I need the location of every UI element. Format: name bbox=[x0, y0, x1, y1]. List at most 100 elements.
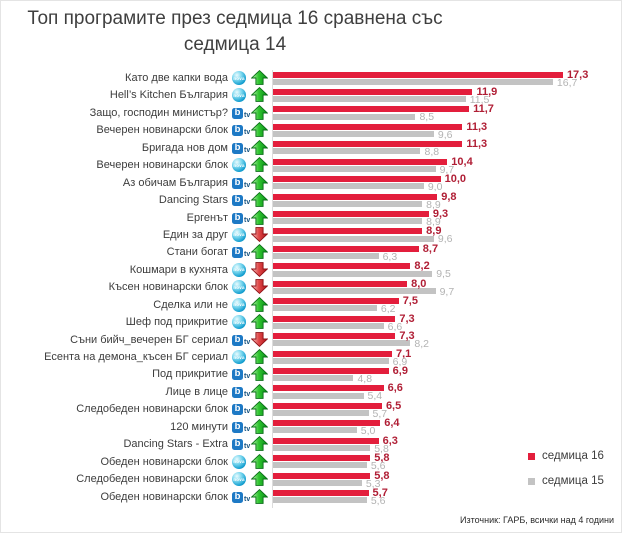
bar-week15 bbox=[273, 410, 369, 417]
source-note: Източник: ГАРБ, всички над 4 години bbox=[460, 515, 614, 525]
program-label: 120 минути bbox=[170, 420, 228, 433]
bar-week16 bbox=[273, 228, 423, 235]
trend-up-icon bbox=[251, 383, 268, 399]
program-label: Като две капки вода bbox=[125, 72, 228, 84]
legend-item-week15: седмица 15 bbox=[528, 473, 604, 489]
chart-row: Hell’s Kitchen България nova 11,9 11,5 bbox=[1, 86, 621, 106]
value-week16: 10,0 bbox=[444, 173, 467, 186]
bar-week15 bbox=[273, 183, 424, 190]
value-week16: 11,3 bbox=[466, 120, 488, 133]
btv-logo-tv: tv bbox=[244, 111, 251, 119]
bar-week15 bbox=[273, 96, 466, 103]
axis-baseline bbox=[272, 70, 273, 508]
program-label: Кошмари в кухнята bbox=[129, 263, 228, 276]
bar-week16 bbox=[273, 402, 382, 409]
value-week16: 7,5 bbox=[402, 295, 418, 308]
btv-logo-b: b bbox=[232, 438, 243, 451]
btv-logo-tv: tv bbox=[244, 373, 251, 381]
program-label: Сделка или не bbox=[153, 298, 228, 311]
btv-logo-b: b bbox=[232, 125, 243, 137]
value-week15: 6,9 bbox=[392, 355, 408, 368]
bar-week16 bbox=[273, 263, 411, 270]
value-week16: 10,4 bbox=[451, 155, 473, 168]
nova-logo-text: nova bbox=[233, 319, 245, 325]
value-week16: 11,3 bbox=[466, 138, 488, 151]
legend-swatch-week16 bbox=[528, 452, 535, 460]
bar-week16 bbox=[273, 367, 389, 374]
value-week16: 8,7 bbox=[422, 242, 439, 255]
value-week16: 6,5 bbox=[385, 399, 402, 412]
bar-week16 bbox=[273, 141, 463, 148]
btv-logo-tv: tv bbox=[244, 181, 251, 189]
chart-row: Вечерен новинарски блок b tv 11,3 9,6 bbox=[1, 120, 621, 141]
bar-week16 bbox=[273, 71, 563, 78]
program-label: Вечерен новинарски блок bbox=[96, 124, 228, 137]
bar-week16 bbox=[273, 88, 473, 95]
chart-row: Вечерен новинарски блок nova 10,4 9,7 bbox=[1, 155, 621, 176]
chart-title: Топ програмите през седмица 16 сравнена … bbox=[27, 8, 443, 55]
bar-week15 bbox=[273, 113, 416, 120]
bar-week16 bbox=[273, 280, 408, 287]
channel-icon-btv: b tv bbox=[232, 193, 250, 207]
program-label: Лице в лице bbox=[165, 385, 228, 398]
bar-week16 bbox=[273, 193, 438, 200]
trend-up-icon bbox=[251, 70, 268, 85]
plot-area: Като две капки вода nova 17,3 16,7 Hell’s Ki… bbox=[1, 68, 621, 508]
value-week16: 6,4 bbox=[384, 417, 400, 430]
value-week16: 6,6 bbox=[387, 382, 403, 395]
value-week15: 6,6 bbox=[387, 320, 403, 333]
channel-icon-nova: nova bbox=[232, 350, 246, 365]
program-label: Вечерен новинарски блок bbox=[96, 159, 228, 172]
trend-up-icon bbox=[251, 139, 268, 155]
channel-icon-btv: b tv bbox=[232, 141, 250, 154]
trend-up-icon bbox=[251, 174, 268, 190]
chart-row: Като две капки вода nova 17,3 16,7 bbox=[1, 68, 621, 89]
bar-week16 bbox=[273, 106, 470, 113]
value-week16: 17,3 bbox=[566, 68, 589, 81]
trend-up-icon bbox=[251, 349, 268, 364]
nova-logo-text: nova bbox=[233, 75, 245, 81]
legend-label-week16: седмица 16 bbox=[542, 450, 604, 462]
chart-row: Кошмари в кухнята nova 8,2 9,5 bbox=[1, 260, 621, 281]
program-label: Под прикритие bbox=[152, 368, 228, 381]
chart-row: Ергенът b tv 9,3 8,9 bbox=[1, 208, 621, 228]
value-week15: 5,4 bbox=[367, 390, 383, 403]
btv-logo-tv: tv bbox=[244, 390, 251, 398]
program-label: Късен новинарски блок bbox=[108, 281, 228, 294]
btv-logo-tv: tv bbox=[244, 408, 251, 416]
program-label: Есента на демона_късен БГ сериал bbox=[44, 351, 228, 364]
chart-row: Стани богат b tv 8,7 6,3 bbox=[1, 242, 621, 263]
btv-logo-tv: tv bbox=[244, 251, 251, 259]
trend-down-icon bbox=[251, 227, 268, 242]
channel-icon-nova: nova bbox=[232, 280, 246, 295]
value-week16: 9,8 bbox=[441, 190, 457, 203]
value-week16: 8,2 bbox=[414, 260, 430, 273]
channel-icon-nova: nova bbox=[232, 262, 246, 277]
value-week16: 8,9 bbox=[426, 225, 442, 238]
bar-week16 bbox=[273, 176, 441, 183]
trend-up-icon bbox=[251, 436, 268, 452]
value-week15: 5,6 bbox=[370, 460, 386, 473]
chart-row: 120 минути b tv 6,4 5,0 bbox=[1, 417, 621, 437]
bar-week15 bbox=[273, 497, 367, 504]
value-week15: 9,5 bbox=[436, 268, 451, 281]
nova-logo-text: nova bbox=[233, 302, 245, 308]
trend-up-icon bbox=[251, 192, 268, 207]
value-week15: 5,7 bbox=[372, 407, 388, 420]
value-week15: 8,8 bbox=[424, 146, 440, 159]
chart-row: Защо, господин министър? b tv 11,7 8,5 bbox=[1, 103, 621, 123]
trend-up-icon bbox=[251, 418, 268, 434]
bar-week16 bbox=[273, 158, 448, 165]
chart-row: Следобеден новинарски блок b tv 6,5 5,7 bbox=[1, 399, 621, 420]
program-label: Съни бийч_вечерен БГ сериал bbox=[70, 333, 228, 346]
program-label: Шеф под прикритие bbox=[125, 316, 228, 329]
channel-icon-btv: b tv bbox=[232, 402, 251, 416]
value-week16: 9,3 bbox=[432, 208, 449, 221]
bar-week15 bbox=[273, 287, 436, 294]
chart-row: Сделка или не nova 7,5 6,2 bbox=[1, 295, 621, 315]
channel-icon-btv: b tv bbox=[232, 367, 251, 381]
program-label: Стани богат bbox=[166, 246, 228, 259]
bar-week15 bbox=[273, 427, 357, 434]
nova-logo-text: nova bbox=[233, 284, 245, 290]
